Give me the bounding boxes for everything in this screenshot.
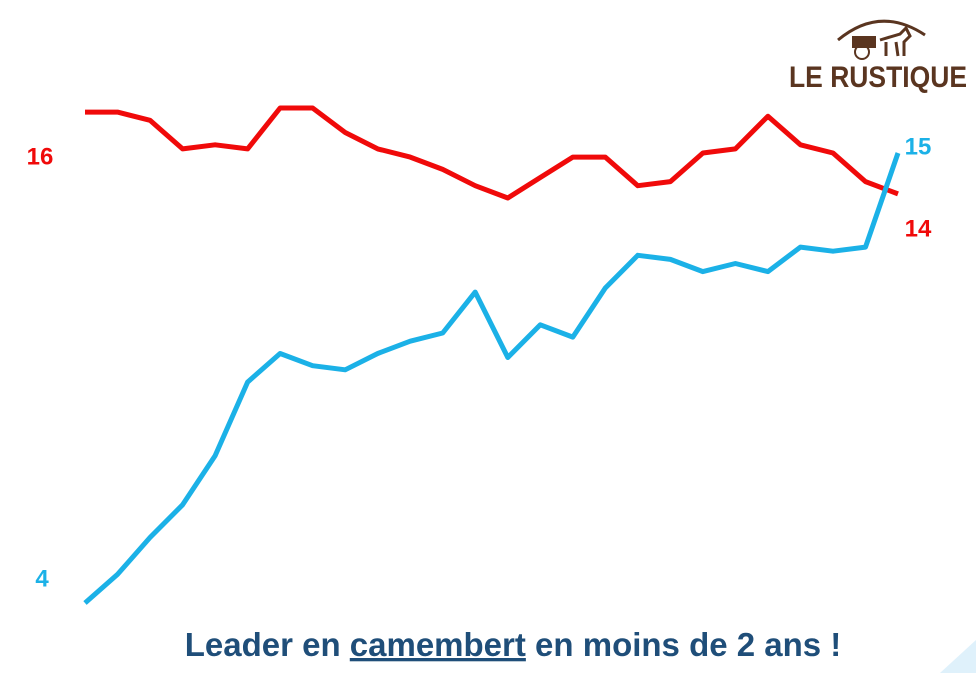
caption-part: Leader en <box>185 626 350 663</box>
logo-text: LE RUSTIQUE <box>789 61 967 94</box>
logo-horse <box>879 25 912 57</box>
line-series <box>85 105 899 201</box>
caption-part: camembert <box>350 626 526 663</box>
data-label: 15 <box>905 133 932 160</box>
logo-arc <box>837 19 926 42</box>
logo-wheel <box>854 44 870 60</box>
data-label: 16 <box>27 143 54 170</box>
data-label: 4 <box>35 565 49 592</box>
caption-part: en moins de 2 ans ! <box>526 626 841 663</box>
logo-cart <box>852 36 876 48</box>
caption: Leader en camembert en moins de 2 ans ! <box>185 626 842 663</box>
line-series <box>83 152 901 605</box>
corner-decoration <box>940 640 976 673</box>
logo: LE RUSTIQUE <box>789 19 967 94</box>
data-label: 14 <box>905 215 932 242</box>
